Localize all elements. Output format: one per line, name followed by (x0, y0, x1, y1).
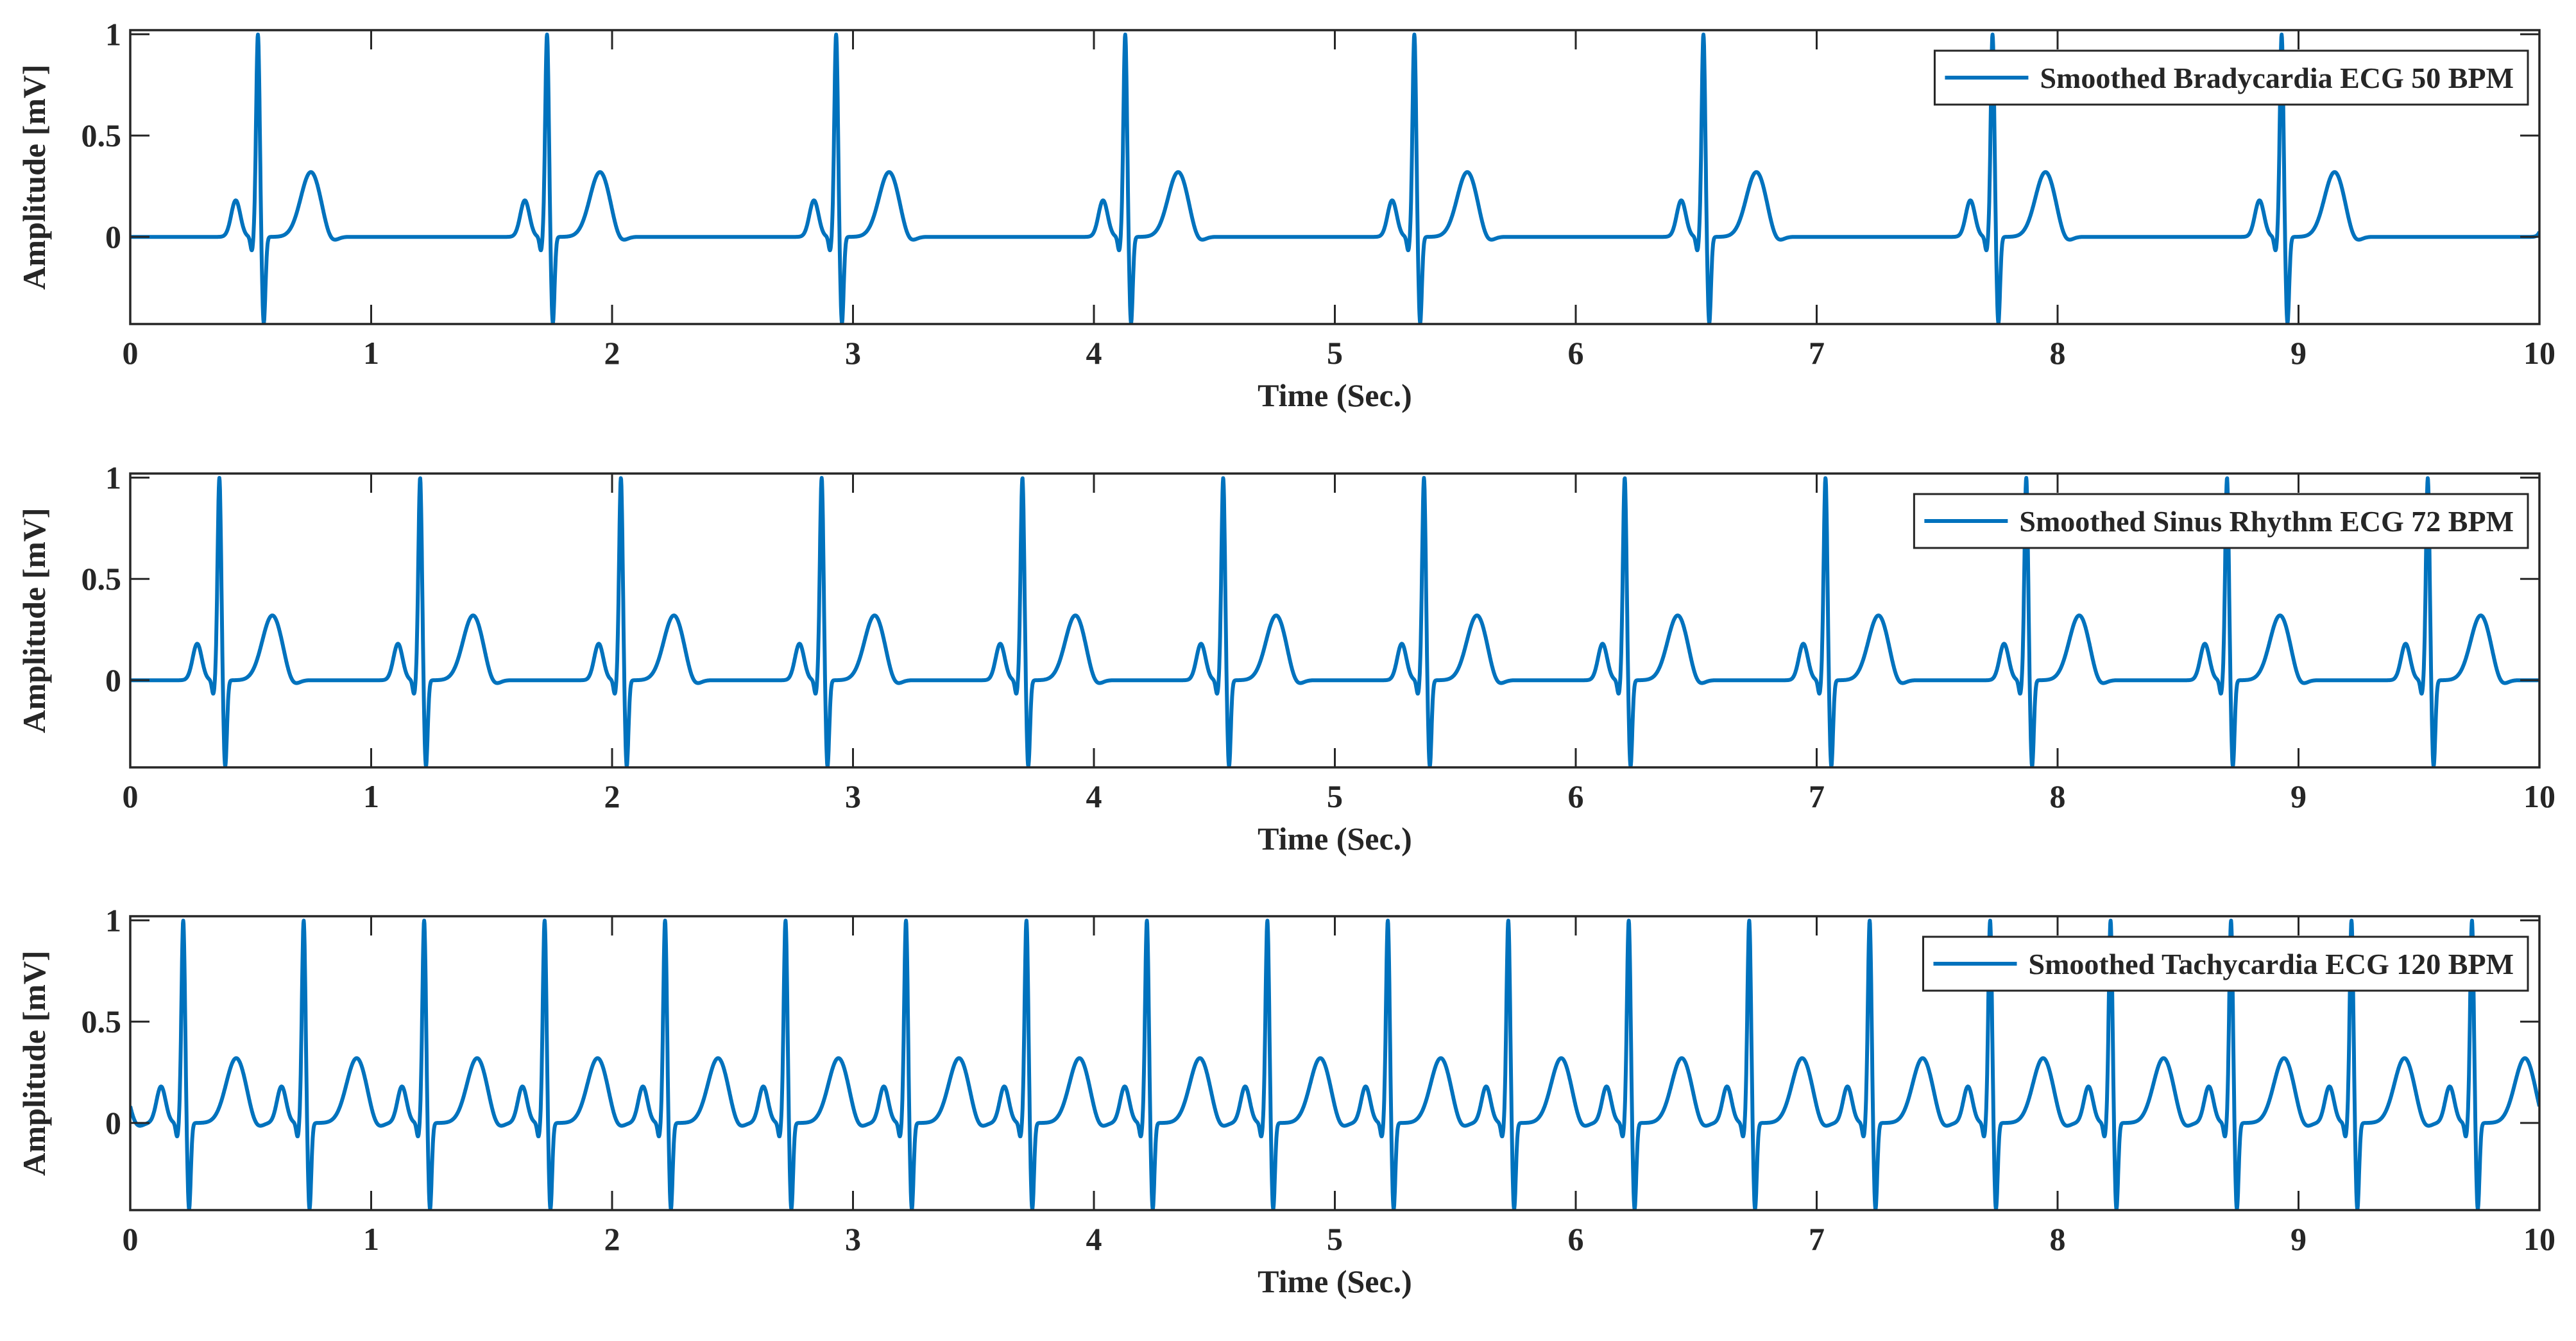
x-tick-label: 0 (123, 1221, 139, 1257)
x-tick-label: 10 (2523, 1221, 2555, 1257)
y-tick-label: 0.5 (81, 561, 122, 597)
x-tick-label: 0 (123, 335, 139, 371)
x-tick-label: 6 (1568, 778, 1584, 814)
y-tick-label: 0.5 (81, 117, 122, 153)
x-axis-label: Time (Sec.) (1258, 377, 1412, 413)
x-tick-label: 2 (604, 1221, 620, 1257)
x-tick-label: 8 (2050, 778, 2066, 814)
x-tick-label: 1 (363, 335, 379, 371)
x-tick-label: 7 (1809, 1221, 1825, 1257)
x-tick-label: 1 (363, 1221, 379, 1257)
legend-label: Smoothed Sinus Rhythm ECG 72 BPM (2019, 505, 2514, 538)
x-tick-label: 9 (2290, 778, 2307, 814)
y-tick-label: 0 (105, 662, 121, 698)
x-tick-label: 6 (1568, 335, 1584, 371)
x-tick-label: 8 (2050, 1221, 2066, 1257)
x-tick-label: 10 (2523, 335, 2555, 371)
y-tick-label: 0 (105, 219, 121, 255)
y-axis-label: Amplitude [mV] (16, 508, 52, 733)
x-axis-label: Time (Sec.) (1258, 1263, 1412, 1299)
legend-box (1933, 49, 2529, 106)
legend: Smoothed Bradycardia ECG 50 BPM (1933, 49, 2529, 106)
x-tick-label: 5 (1327, 778, 1343, 814)
x-tick-label: 2 (604, 335, 620, 371)
x-tick-label: 2 (604, 778, 620, 814)
legend-box (1913, 493, 2529, 549)
x-tick-label: 9 (2290, 1221, 2307, 1257)
ecg-series-line (130, 32, 2539, 324)
x-tick-label: 3 (845, 1221, 861, 1257)
ecg-series-line (130, 475, 2539, 767)
legend: Smoothed Sinus Rhythm ECG 72 BPM (1913, 493, 2529, 549)
y-tick-label: 0.5 (81, 1004, 122, 1039)
x-tick-label: 3 (845, 778, 861, 814)
y-tick-label: 1 (105, 459, 121, 495)
legend-label: Smoothed Tachycardia ECG 120 BPM (2028, 948, 2514, 980)
chart-panel-3: 0 1 2 3 4 5 6 7 8 9 10 0 0.5 1 Time (Sec.) Amplitude [m… (16, 902, 2555, 1299)
legend-box (1922, 935, 2529, 992)
x-tick-label: 7 (1809, 335, 1825, 371)
x-tick-label: 9 (2290, 335, 2307, 371)
x-tick-label: 0 (123, 778, 139, 814)
x-tick-label: 4 (1086, 778, 1102, 814)
x-tick-label: 10 (2523, 778, 2555, 814)
legend: Smoothed Tachycardia ECG 120 BPM (1922, 935, 2529, 992)
y-axis-label: Amplitude [mV] (16, 950, 52, 1175)
x-tick-label: 3 (845, 335, 861, 371)
x-axis-label: Time (Sec.) (1258, 821, 1412, 857)
y-tick-label: 1 (105, 902, 121, 938)
x-tick-label: 5 (1327, 335, 1343, 371)
x-tick-label: 4 (1086, 335, 1102, 371)
x-tick-label: 1 (363, 778, 379, 814)
ecg-series-line (130, 918, 2539, 1210)
y-tick-label: 0 (105, 1105, 121, 1141)
x-tick-label: 6 (1568, 1221, 1584, 1257)
x-tick-label: 4 (1086, 1221, 1102, 1257)
x-tick-label: 8 (2050, 335, 2066, 371)
legend-label: Smoothed Bradycardia ECG 50 BPM (2040, 62, 2514, 94)
chart-panel-1: 0 1 2 3 4 5 6 7 8 9 10 0 0.5 1 Time (Sec.) Amplitude [m… (16, 16, 2555, 413)
x-tick-label: 7 (1809, 778, 1825, 814)
x-tick-label: 5 (1327, 1221, 1343, 1257)
y-tick-label: 1 (105, 16, 121, 52)
chart-panel-2: 0 1 2 3 4 5 6 7 8 9 10 0 0.5 1 Time (Sec.) Amplitude [m… (16, 459, 2555, 857)
y-axis-label: Amplitude [mV] (16, 64, 52, 289)
